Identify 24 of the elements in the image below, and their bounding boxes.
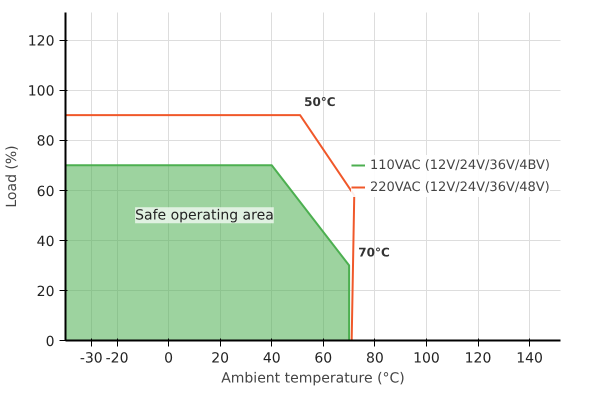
annotation: Safe operating area (135, 207, 274, 224)
y-tick-label: 0 (46, 334, 55, 350)
annotation: 50°C (304, 95, 336, 110)
y-tick-label: 20 (36, 284, 55, 300)
x-tick-label: 20 (211, 350, 230, 366)
x-tick-label: 0 (164, 350, 174, 366)
y-tick-label: 40 (36, 234, 55, 250)
y-tick-label: 80 (36, 134, 55, 150)
y-tick-label: 100 (28, 84, 55, 100)
x-tick-label: 80 (366, 350, 384, 366)
x-axis-title: Ambient temperature (°C) (221, 370, 405, 386)
legend-label: 220VAC (12V/24V/36V/48V) (370, 180, 550, 194)
y-tick-label: 60 (36, 184, 55, 200)
x-tick-label: -30 (80, 350, 103, 366)
x-tick-label: 120 (464, 350, 492, 366)
y-axis-title: Load (%) (4, 145, 20, 208)
x-tick-label: -20 (106, 350, 129, 366)
annotation: 70°C (358, 245, 390, 260)
y-tick-label: 120 (28, 34, 55, 50)
x-tick-label: 100 (413, 350, 440, 366)
x-tick-label: 140 (516, 350, 543, 366)
x-tick-label: 40 (262, 350, 281, 366)
legend-label: 110VAC (12V/24V/36V/4BV) (370, 158, 550, 172)
x-tick-label: 60 (314, 350, 332, 366)
